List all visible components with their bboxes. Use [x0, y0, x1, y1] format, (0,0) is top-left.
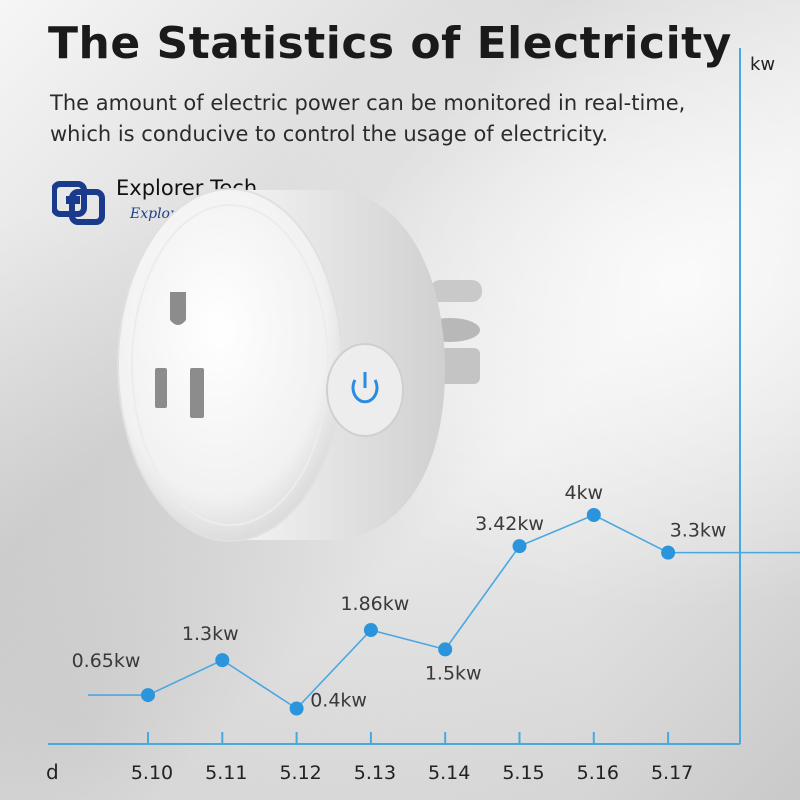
- data-point: [363, 623, 378, 638]
- x-tick-label: 5.11: [205, 762, 247, 784]
- data-point: [586, 508, 601, 522]
- x-tick-label: 5.14: [428, 762, 470, 784]
- data-label: 4kw: [564, 482, 603, 504]
- data-point: [141, 688, 155, 703]
- brand-logo-icon: [52, 181, 105, 225]
- data-label: 3.3kw: [670, 520, 727, 542]
- page-title: The Statistics of Electricity: [48, 18, 732, 69]
- series-line: [88, 514, 800, 710]
- smart-plug-image: [117, 188, 482, 542]
- data-label: 1.86kw: [340, 593, 409, 615]
- data-point: [661, 545, 676, 560]
- x-axis-unit-label: d: [46, 760, 59, 784]
- page-subtitle: The amount of electric power can be moni…: [50, 91, 686, 146]
- data-point: [438, 642, 453, 657]
- data-point: [512, 539, 527, 554]
- data-label: 3.42kw: [475, 513, 544, 535]
- x-tick-label: 5.15: [502, 762, 544, 784]
- data-label: 0.4kw: [310, 690, 367, 712]
- x-tick-label: 5.10: [131, 762, 173, 784]
- data-point: [289, 701, 304, 716]
- data-label: 1.3kw: [182, 623, 239, 645]
- x-tick-label: 5.17: [651, 762, 693, 784]
- x-tick-label: 5.13: [354, 762, 396, 784]
- data-label: 0.65kw: [72, 650, 141, 672]
- data-point: [215, 653, 230, 668]
- y-axis-unit-label: kw: [750, 54, 776, 75]
- data-label: 1.5kw: [425, 662, 482, 684]
- x-tick-label: 5.12: [279, 762, 321, 784]
- x-tick-label: 5.16: [577, 762, 619, 784]
